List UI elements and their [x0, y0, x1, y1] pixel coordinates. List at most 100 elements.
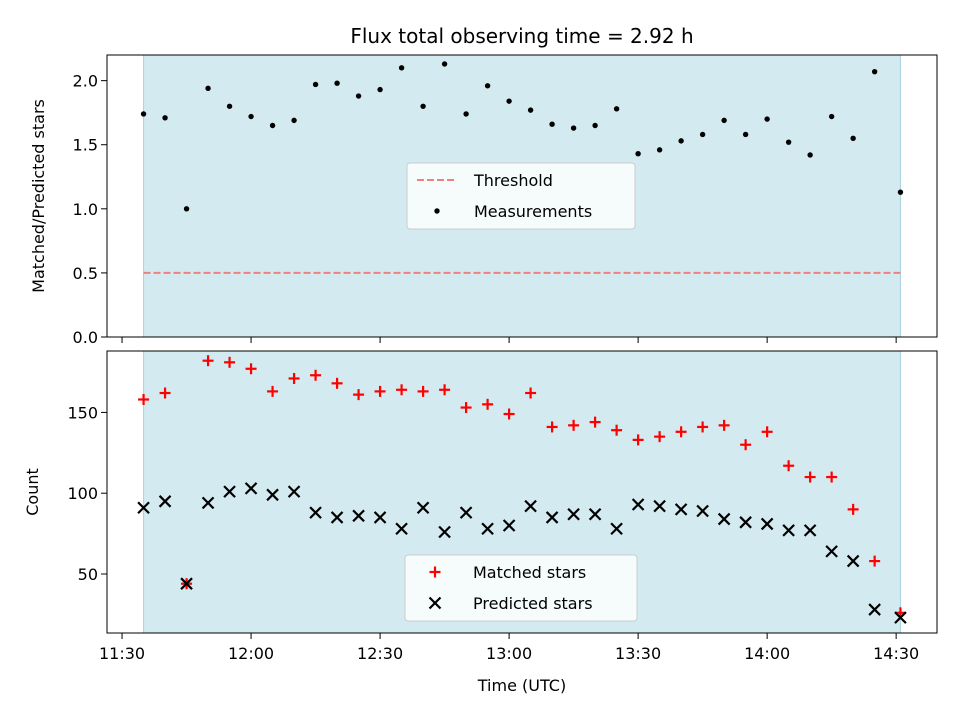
predicted-point — [782, 524, 795, 537]
top-ytick-label: 0.5 — [73, 264, 98, 283]
predicted-point-b — [717, 512, 731, 526]
measurement-point — [527, 107, 534, 113]
chart-title: Flux total observing time = 2.92 h — [350, 24, 693, 48]
predicted-point-b — [481, 522, 494, 536]
predicted-point — [352, 509, 365, 523]
predicted-point — [481, 522, 494, 536]
predicted-point — [266, 488, 279, 502]
measurement-point — [291, 117, 297, 124]
measurement-point — [785, 139, 792, 145]
predicted-point-b — [416, 501, 430, 515]
measurement-point — [828, 113, 835, 120]
top-x-ticks — [121, 337, 897, 343]
predicted-point — [459, 506, 473, 519]
predicted-point — [180, 577, 193, 590]
predicted-point-b — [266, 488, 279, 502]
bottom-matched-points — [138, 355, 906, 619]
measurement-point — [377, 86, 383, 93]
predicted-point — [223, 485, 236, 498]
measurement-point — [420, 103, 426, 109]
predicted-point — [803, 524, 817, 537]
predicted-point — [825, 545, 838, 558]
predicted-point — [653, 499, 666, 513]
predicted-point — [696, 504, 709, 518]
matched-point — [804, 471, 816, 483]
predicted-point — [287, 485, 301, 498]
predicted-point — [717, 512, 731, 526]
matched-point — [482, 398, 494, 410]
predicted-point-b — [244, 482, 258, 495]
predicted-point — [674, 503, 688, 516]
predicted-point-b — [309, 506, 322, 519]
predicted-point-b — [502, 519, 516, 532]
matched-point — [632, 434, 644, 446]
matched-point — [417, 385, 429, 397]
legend-predicted-swatch — [428, 596, 442, 610]
legend-measurement-label: Measurements — [474, 202, 592, 221]
measurement-point — [699, 131, 706, 138]
bottom-y-ticks: 50 100 150 — [67, 403, 107, 584]
matched-point — [654, 431, 666, 443]
top-ytick-label: 2.0 — [73, 72, 98, 91]
bottom-ytick-label: 100 — [67, 484, 98, 503]
measurement-point — [549, 121, 555, 127]
predicted-point — [588, 507, 602, 521]
bottom-xtick-label: 13:30 — [615, 644, 661, 663]
matched-point — [159, 387, 171, 399]
matched-point — [396, 384, 408, 396]
measurement-point — [162, 115, 168, 121]
predicted-point — [416, 501, 430, 515]
matched-point — [589, 416, 601, 428]
predicted-point-b — [739, 516, 752, 529]
predicted-point-b — [438, 525, 451, 539]
measurement-point — [140, 111, 147, 117]
matched-point — [675, 426, 687, 438]
legend-x-marker — [428, 596, 442, 610]
predicted-point-b — [825, 545, 838, 558]
predicted-point — [201, 496, 215, 510]
bottom-x-ticks: 11:30 12:00 12:30 13:00 13:30 14:00 14:30 — [99, 633, 919, 663]
measurement-point — [334, 80, 340, 86]
top-ytick-label: 0.0 — [73, 328, 98, 347]
measurement-point — [807, 152, 813, 158]
predicted-point-b — [201, 496, 215, 510]
predicted-point — [846, 554, 860, 568]
predicted-point — [395, 522, 408, 536]
predicted-point-b — [846, 554, 860, 568]
x-axis-label: Time (UTC) — [477, 676, 566, 695]
measurement-point — [269, 122, 276, 129]
measurement-point — [312, 81, 319, 88]
matched-point — [353, 389, 365, 401]
predicted-point-b — [373, 511, 387, 524]
predicted-point-b — [137, 501, 150, 515]
predicted-point — [739, 516, 752, 529]
top-y-ticks: 0.0 0.5 1.0 1.5 2.0 — [73, 72, 107, 347]
matched-point — [525, 387, 537, 399]
bottom-axes-frame — [106, 350, 938, 634]
measurement-point — [484, 83, 491, 89]
predicted-point — [502, 519, 516, 532]
measurement-point — [506, 98, 512, 104]
predicted-point-b — [674, 503, 688, 516]
matched-point — [783, 460, 795, 472]
measurement-point — [613, 106, 620, 112]
predicted-point — [158, 495, 172, 508]
top-ytick-label: 1.0 — [73, 200, 98, 219]
matched-point — [374, 385, 386, 397]
measurement-point — [398, 65, 405, 71]
measurement-point — [850, 135, 856, 142]
predicted-point-b — [352, 509, 365, 523]
predicted-point-b — [588, 507, 602, 521]
matched-point — [697, 421, 709, 433]
bottom-legend: Matched stars Predicted stars — [404, 554, 638, 622]
predicted-point — [524, 499, 537, 513]
bottom-ytick-label: 50 — [78, 565, 98, 584]
top-ytick-label: 1.5 — [73, 136, 98, 155]
measurement-point — [183, 206, 190, 212]
predicted-point — [137, 501, 150, 515]
measurement-point — [570, 125, 577, 131]
top-y-axis-label: Matched/Predicted stars — [29, 99, 48, 293]
measurement-point — [721, 117, 727, 124]
predicted-point-b — [223, 485, 236, 498]
